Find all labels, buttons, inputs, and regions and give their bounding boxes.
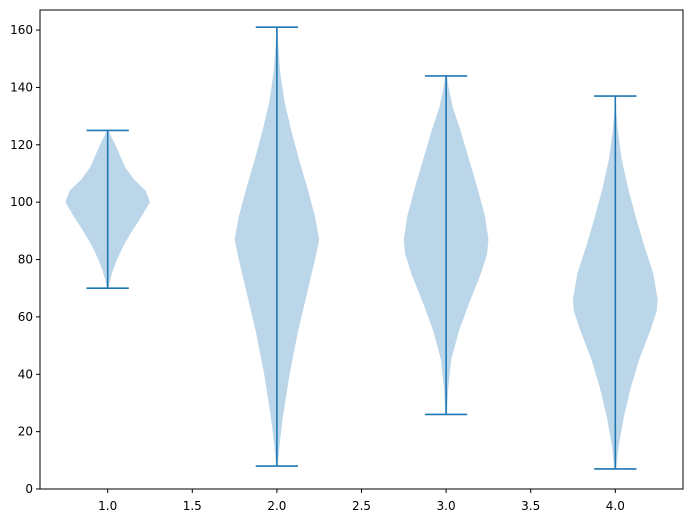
y-tick-label: 160	[10, 23, 33, 37]
y-tick-label: 80	[18, 253, 33, 267]
y-axis: 0 20 40 60 80 100 120 140 160	[10, 23, 40, 496]
y-tick-label: 100	[10, 195, 33, 209]
x-tick-label: 1.5	[183, 499, 202, 513]
violin-3	[403, 75, 489, 416]
violins-layer	[65, 26, 658, 470]
y-tick-label: 20	[18, 425, 33, 439]
x-tick-label: 4.0	[606, 499, 625, 513]
x-tick-label: 3.5	[521, 499, 540, 513]
violin-2	[234, 26, 320, 467]
x-tick-label: 1.0	[98, 499, 117, 513]
x-tick-label: 3.0	[437, 499, 456, 513]
x-tick-label: 2.0	[267, 499, 286, 513]
y-tick-label: 40	[18, 367, 33, 381]
violin-1	[65, 129, 150, 290]
violin-4	[573, 95, 658, 470]
y-tick-label: 0	[25, 482, 33, 496]
y-tick-label: 140	[10, 80, 33, 94]
y-tick-label: 120	[10, 138, 33, 152]
x-axis: 1.0 1.5 2.0 2.5 3.0 3.5 4.0	[98, 489, 625, 513]
y-tick-label: 60	[18, 310, 33, 324]
x-tick-label: 2.5	[352, 499, 371, 513]
